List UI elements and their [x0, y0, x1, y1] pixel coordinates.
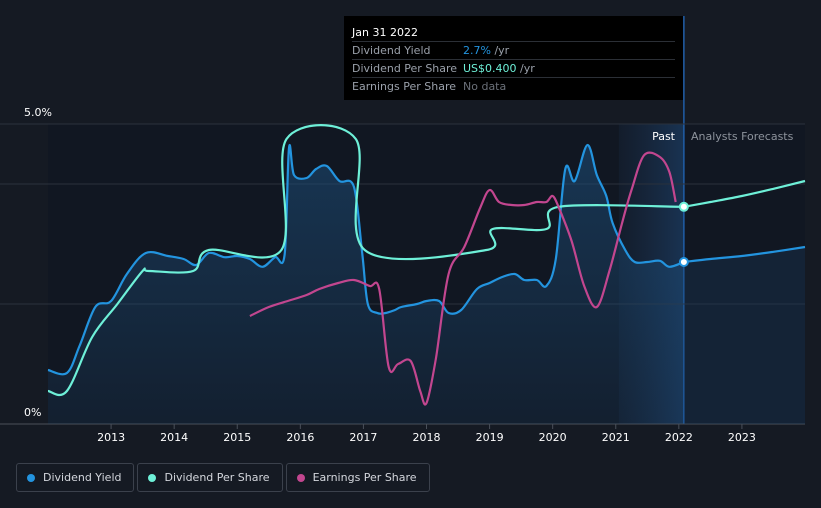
forecast-label: Analysts Forecasts: [691, 130, 794, 143]
past-label: Past: [652, 130, 676, 143]
legend-dividend-yield[interactable]: Dividend Yield: [16, 463, 135, 492]
x-tick-label: 2021: [602, 431, 630, 444]
dividend-chart: 2013 2014 2015 2016 2017 2018 2019 2020 2021 2022…: [0, 16, 806, 444]
tooltip-value: 2.7% /yr: [463, 44, 509, 57]
legend-label: Earnings Per Share: [312, 471, 417, 484]
dividend-yield-fill: [48, 144, 684, 424]
tooltip-number: US$0.400: [463, 62, 517, 75]
hover-marker: [678, 201, 689, 212]
x-tick-label: 2019: [476, 431, 504, 444]
legend-dividend-per-share[interactable]: Dividend Per Share: [137, 463, 283, 492]
tooltip-row-dividend-yield: Dividend Yield 2.7% /yr: [352, 41, 675, 59]
x-tick-label: 2015: [223, 431, 251, 444]
hover-marker: [678, 257, 689, 267]
x-tick-label: 2017: [349, 431, 377, 444]
legend-label: Dividend Per Share: [164, 471, 270, 484]
series-line: [47, 143, 685, 376]
tooltip-label: Dividend Per Share: [352, 62, 458, 75]
legend: Dividend Yield Dividend Per Share Earnin…: [16, 463, 430, 492]
tooltip-unit: /yr: [516, 62, 535, 75]
tooltip-number: 2.7%: [463, 44, 491, 57]
tooltip-label: Dividend Yield: [352, 44, 431, 57]
series-line: [249, 151, 677, 406]
y-tick-label-max: 5.0%: [24, 106, 52, 119]
x-tick-label: 2023: [728, 431, 756, 444]
dividend-yield-area: [48, 144, 805, 424]
tooltip: Jan 31 2022 Dividend Yield 2.7% /yr Divi…: [344, 16, 683, 100]
x-tick-label: 2014: [160, 431, 188, 444]
forecast-line: [683, 179, 806, 208]
x-tick-label: 2022: [665, 431, 693, 444]
legend-label: Dividend Yield: [43, 471, 122, 484]
legend-dot-icon: [296, 473, 305, 482]
legend-dot-icon: [148, 473, 157, 482]
legend-earnings-per-share[interactable]: Earnings Per Share: [285, 463, 430, 492]
series-lines: [47, 124, 806, 406]
tooltip-row-earnings-per-share: Earnings Per Share No data: [352, 77, 675, 95]
y-tick-label-0: 0%: [24, 406, 41, 419]
tooltip-unit: /yr: [490, 44, 510, 57]
tooltip-label: Earnings Per Share: [352, 80, 457, 93]
x-tick-label: 2016: [286, 431, 314, 444]
x-tick-label: 2020: [539, 431, 567, 444]
x-tick-label: 2018: [413, 431, 441, 444]
tooltip-value: US$0.400 /yr: [463, 62, 535, 75]
forecast-yield-fill: [683, 247, 805, 424]
x-tick-label: 2013: [97, 431, 125, 444]
forecast-line: [683, 245, 806, 264]
tooltip-row-dividend-per-share: Dividend Per Share US$0.400 /yr: [352, 59, 675, 77]
hover-markers: [678, 201, 689, 267]
tooltip-date: Jan 31 2022: [352, 26, 418, 39]
legend-dot-icon: [27, 473, 35, 482]
x-axis-ticks: 2013 2014 2015 2016 2017 2018 2019 2020 2021 2022…: [97, 424, 756, 444]
tooltip-value: No data: [463, 80, 507, 93]
series-line: [47, 124, 684, 397]
